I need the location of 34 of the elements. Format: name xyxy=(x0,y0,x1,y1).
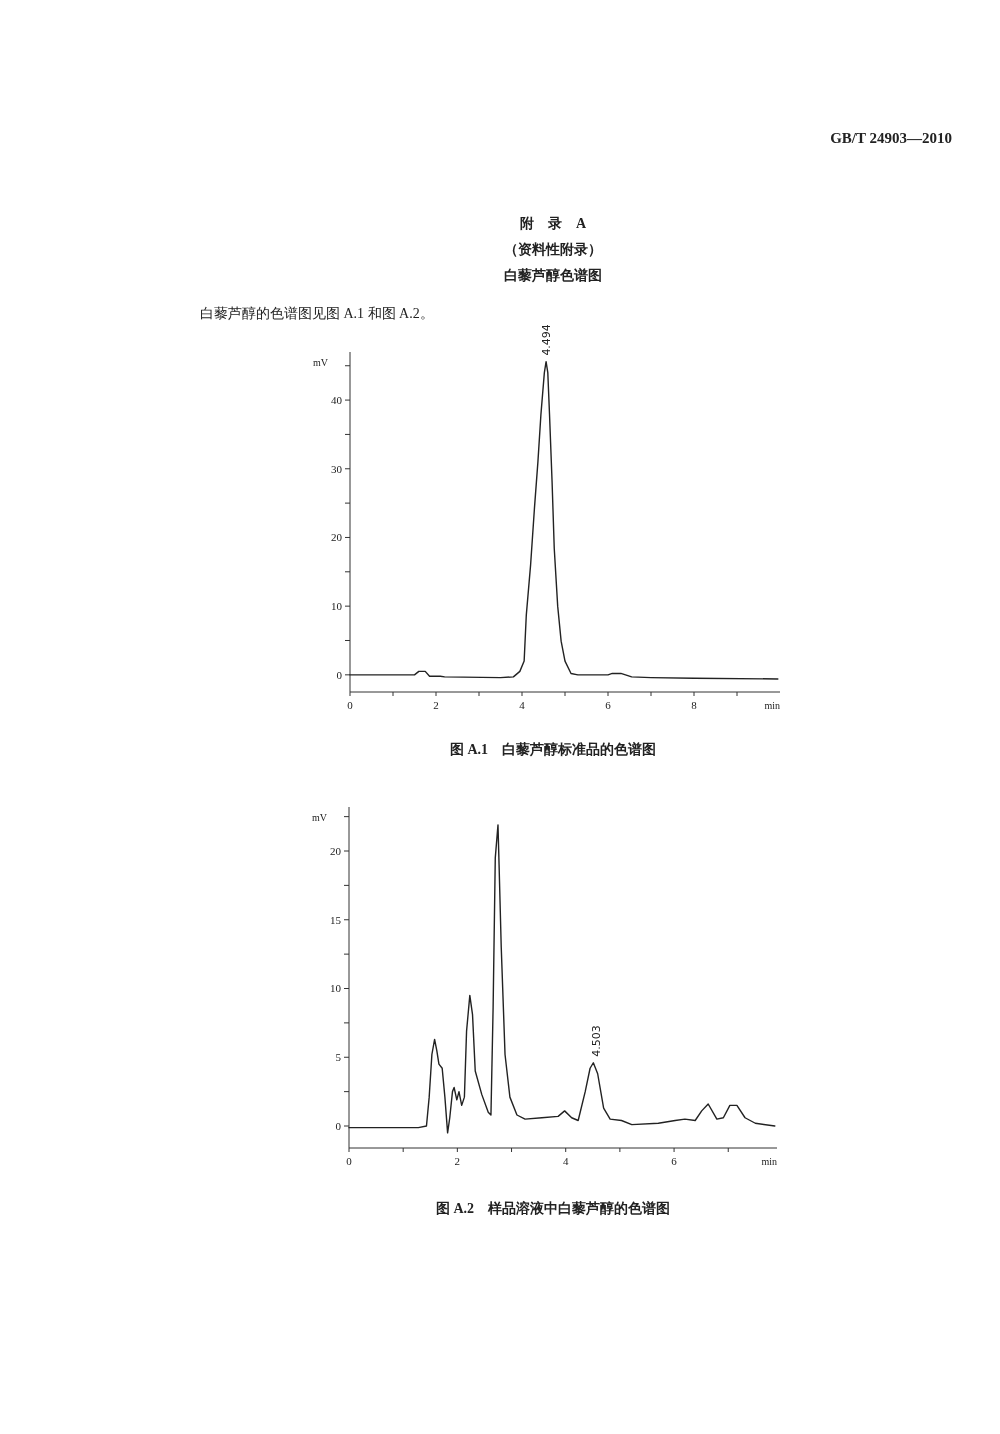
x-tick-label: 2 xyxy=(433,699,439,711)
x-tick-label: 8 xyxy=(691,699,698,711)
y-tick-label: 40 xyxy=(331,393,343,406)
y-tick-label: 20 xyxy=(330,844,342,857)
x-axis-title: min xyxy=(764,700,780,711)
y-tick-label: 0 xyxy=(336,668,343,681)
text: GB/T 24903—2010 xyxy=(830,130,952,146)
annotation: 4.494 xyxy=(540,324,554,356)
y-tick-label: 5 xyxy=(335,1051,342,1064)
y-axis-title: mV xyxy=(313,357,329,368)
text: 白藜芦醇的色谱图见图 A.1 和图 A.2。 xyxy=(200,306,434,321)
text: 图 A.1 白藜芦醇标准品的色谱图 xyxy=(449,741,657,757)
text: 附 录 A xyxy=(519,216,587,231)
y-axis-title: mV xyxy=(312,812,328,823)
x-tick-label: 2 xyxy=(454,1155,461,1167)
line-series xyxy=(348,824,776,1134)
text: （资料性附录） xyxy=(504,242,602,257)
x-tick-label: 6 xyxy=(671,1155,678,1167)
x-tick-label: 6 xyxy=(605,699,612,711)
y-tick-label: 0 xyxy=(335,1119,342,1132)
y-tick-label: 10 xyxy=(331,599,343,612)
x-tick-label: 0 xyxy=(347,699,354,711)
line-series xyxy=(349,360,779,680)
y-tick-label: 15 xyxy=(330,913,342,926)
annotation: 4.503 xyxy=(589,1025,603,1057)
x-tick-label: 4 xyxy=(562,1155,569,1167)
x-tick-label: 0 xyxy=(346,1155,353,1167)
x-tick-label: 4 xyxy=(519,699,526,711)
x-axis-title: min xyxy=(761,1156,777,1167)
text: 图 A.2 样品溶液中白藜芦醇的色谱图 xyxy=(435,1200,671,1216)
text: 白藜芦醇色谱图 xyxy=(504,267,602,283)
y-tick-label: 30 xyxy=(331,462,343,475)
y-tick-label: 10 xyxy=(330,982,342,995)
y-tick-label: 20 xyxy=(331,531,343,544)
